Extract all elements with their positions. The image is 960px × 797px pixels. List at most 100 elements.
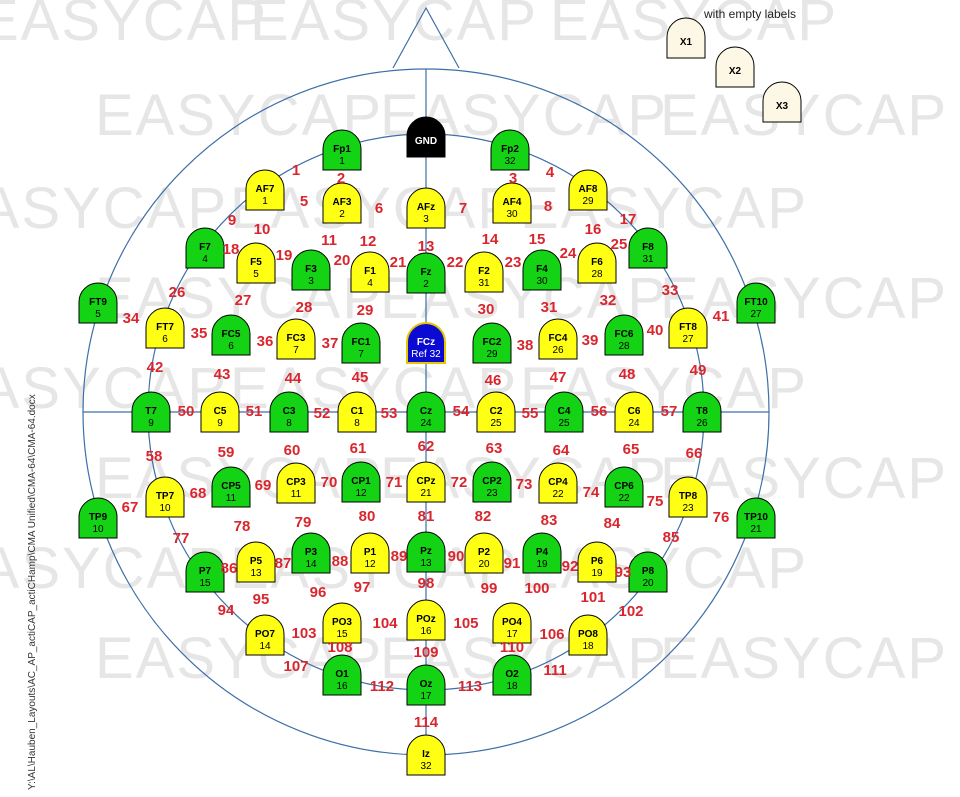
cable-number: 2	[337, 170, 345, 187]
electrode-channel: 20	[642, 578, 654, 589]
electrode-x1: X1	[666, 17, 706, 59]
cable-number: 18	[223, 241, 240, 258]
cable-number: 63	[486, 440, 503, 457]
electrode-shape	[406, 599, 446, 641]
cable-number: 12	[360, 233, 377, 250]
cable-number: 94	[218, 602, 235, 619]
electrode-name: FT9	[89, 297, 107, 308]
electrode-shape	[736, 497, 776, 539]
cable-number: 70	[321, 474, 338, 491]
cable-number: 20	[334, 252, 351, 269]
electrode-shape	[628, 551, 668, 593]
cable-number: 114	[414, 714, 439, 731]
electrode-channel: 22	[552, 489, 564, 500]
electrode-shape	[715, 46, 755, 88]
electrode-channel: 25	[490, 418, 502, 429]
cable-number: 75	[647, 493, 664, 510]
cable-number: 23	[505, 254, 522, 271]
cable-number: 95	[253, 591, 270, 608]
cable-number: 111	[543, 662, 566, 679]
cable-number: 59	[218, 444, 235, 461]
cable-number: 30	[478, 301, 495, 318]
electrode-channel: 1	[339, 156, 345, 167]
electrode-shape	[350, 251, 390, 293]
electrode-shape	[131, 391, 171, 433]
electrode-shape	[406, 252, 446, 294]
cable-number: 66	[686, 445, 703, 462]
cable-number: 17	[620, 211, 637, 228]
electrode-shape	[236, 242, 276, 284]
electrode-name: C3	[283, 406, 296, 417]
watermark-text: EASYCAP	[520, 176, 808, 241]
electrode-name: C2	[490, 406, 503, 417]
electrode-channel: 14	[259, 641, 271, 652]
electrode-shape	[406, 187, 446, 229]
cable-number: 47	[550, 369, 567, 386]
cable-number: 3	[509, 170, 517, 187]
cable-number: 99	[481, 580, 498, 597]
cable-number: 39	[582, 332, 599, 349]
electrode-channel: 9	[217, 418, 223, 429]
electrode-name: F2	[478, 266, 490, 277]
electrode-channel: 3	[423, 214, 429, 225]
electrode-name: F7	[199, 242, 211, 253]
electrode-shape	[577, 242, 617, 284]
cable-number: 57	[661, 403, 678, 420]
cable-number: 41	[713, 308, 730, 325]
electrode-channel: 14	[305, 559, 317, 570]
electrode-channel: 23	[682, 503, 694, 514]
cable-number: 11	[321, 232, 337, 249]
watermark-text: EASYCAP	[660, 446, 948, 511]
electrode-shape	[406, 531, 446, 573]
cable-number: 97	[354, 579, 371, 596]
electrode-channel: 29	[486, 349, 498, 360]
cable-number: 106	[539, 626, 564, 643]
electrode-name: T7	[145, 406, 157, 417]
electrode-name: Pz	[420, 546, 432, 557]
cable-number: 79	[295, 514, 312, 531]
cable-number: 42	[147, 359, 164, 376]
cable-number: 107	[283, 658, 308, 675]
electrode-channel: 5	[95, 309, 101, 320]
cable-number: 86	[221, 560, 238, 577]
electrode-shape	[522, 532, 562, 574]
electrode-name: F8	[642, 242, 654, 253]
electrode-name: AF4	[503, 197, 522, 208]
cable-number: 45	[352, 369, 369, 386]
electrode-channel: 31	[478, 278, 490, 289]
electrode-shape	[291, 249, 331, 291]
electrode-channel: 30	[506, 209, 518, 220]
electrode-channel: 20	[478, 559, 490, 570]
cable-number: 110	[500, 639, 524, 656]
electrode-channel: 26	[696, 418, 708, 429]
cable-number: 90	[448, 548, 465, 565]
cable-number: 35	[191, 325, 208, 342]
electrode-shape	[185, 227, 225, 269]
electrode-name: FC3	[287, 333, 306, 344]
electrode-shape	[406, 322, 446, 364]
electrode-shape	[145, 307, 185, 349]
electrode-channel: 10	[159, 503, 171, 514]
electrode-shape	[544, 391, 584, 433]
electrode-shape	[472, 322, 512, 364]
electrode-shape	[736, 282, 776, 324]
cable-number: 104	[372, 615, 398, 632]
electrode-name: FT8	[679, 322, 697, 333]
electrode-channel: 28	[591, 269, 603, 280]
electrode-channel: 8	[354, 418, 360, 429]
